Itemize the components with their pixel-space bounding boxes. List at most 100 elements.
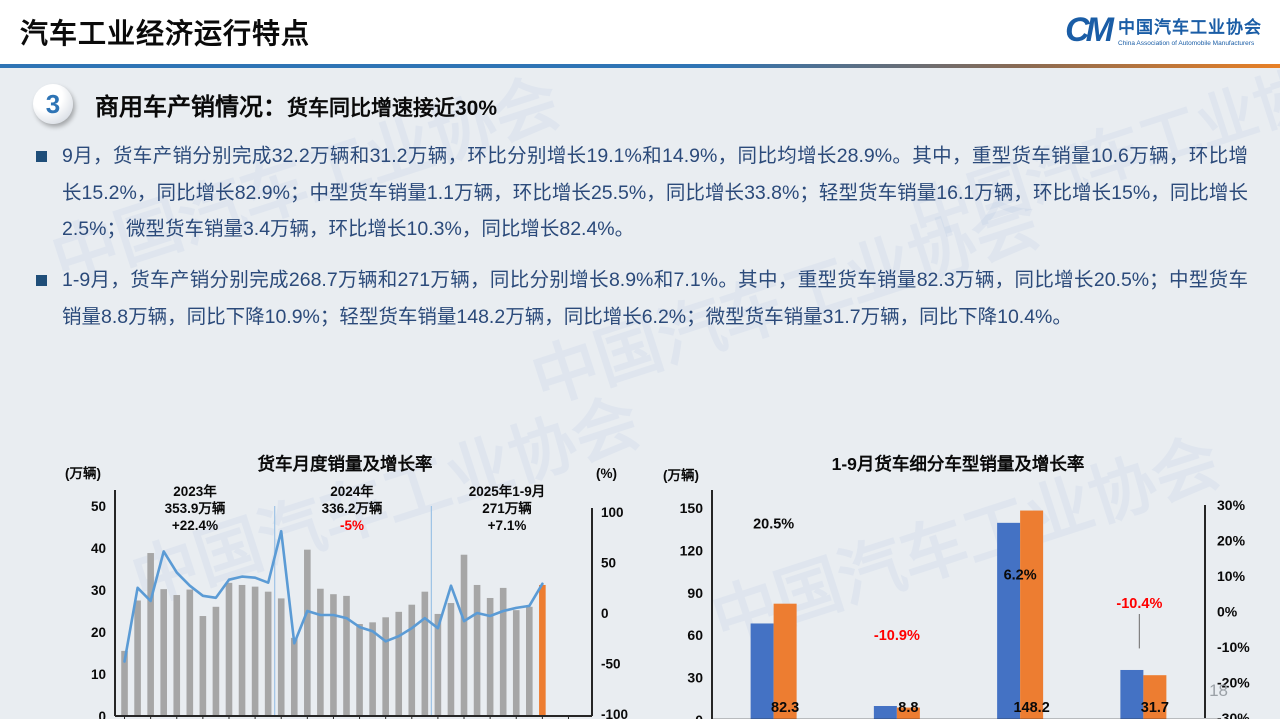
year-annotation: -5% bbox=[340, 518, 364, 533]
year-annotation: 2025年1-9月 bbox=[469, 483, 546, 499]
right-axis-tick: -10% bbox=[1217, 639, 1250, 655]
year-annotation: 353.9万辆 bbox=[165, 500, 226, 516]
logo-name-en: China Association of Automobile Manufact… bbox=[1118, 40, 1255, 47]
left-axis-tick: 150 bbox=[680, 500, 704, 516]
monthly-sales-bar bbox=[173, 595, 181, 716]
caam-logo-text: 中国汽车工业协会 China Association of Automobile… bbox=[1118, 13, 1262, 47]
bullet-square-icon bbox=[36, 274, 47, 286]
slide-content: 中国汽车工业协会 中国汽车工业协会 中国汽车工业协会 中国汽车工业协会 中国汽车… bbox=[0, 40, 1280, 719]
bar-2024 bbox=[997, 522, 1021, 719]
right-axis-tick: 10% bbox=[1217, 568, 1246, 584]
year-annotation: 2023年 bbox=[173, 483, 217, 499]
bullet-text: 1-9月，货车产销分别完成268.7万辆和271万辆，同比分别增长8.9%和7.… bbox=[62, 268, 1248, 328]
bar-2025 bbox=[1143, 675, 1167, 719]
monthly-sales-bar bbox=[356, 624, 363, 716]
right-axis-tick: -50 bbox=[601, 657, 621, 672]
value-label: 82.3 bbox=[771, 700, 799, 716]
monthly-sales-chart-svg: 货车月度销量及增长率 (万辆) (%) 0 10 20 30 40 50 100 50 0 -50 -10… bbox=[65, 454, 628, 719]
left-axis-tick: 90 bbox=[687, 585, 703, 601]
segment-sales-chart: 1-9月货车细分车型销量及增长率(万辆)重型货车82.320.5%中型货车8.8… bbox=[655, 450, 1270, 719]
monthly-sales-bar bbox=[473, 584, 481, 716]
value-label: 31.7 bbox=[1141, 700, 1169, 716]
left-axis-tick: 40 bbox=[91, 541, 106, 556]
monthly-sales-bar bbox=[434, 613, 442, 716]
segment-sales-chart-svg: 1-9月货车细分车型销量及增长率(万辆)重型货车82.320.5%中型货车8.8… bbox=[663, 454, 1250, 719]
monthly-sales-bar bbox=[382, 617, 389, 716]
left-axis-tick: 120 bbox=[680, 542, 704, 558]
section-header: 3 商用车产销情况： 货车同比增速接近30% bbox=[33, 84, 497, 124]
section-number-badge: 3 bbox=[33, 84, 73, 124]
section-subheading: 货车同比增速接近30% bbox=[287, 96, 498, 120]
monthly-sales-bar bbox=[317, 588, 324, 716]
bullet-text: 9月，货车产销分别完成32.2万辆和31.2万辆，环比分别增长19.1%和14.… bbox=[62, 145, 1248, 241]
monthly-sales-bar bbox=[421, 591, 429, 716]
bar-2024 bbox=[750, 623, 774, 719]
left-axis-tick: 10 bbox=[91, 667, 106, 682]
left-axis-unit: (万辆) bbox=[65, 465, 101, 481]
section-heading: 商用车产销情况： 货车同比增速接近30% bbox=[95, 87, 497, 122]
left-axis-tick: 20 bbox=[91, 625, 106, 640]
monthly-sales-bar bbox=[238, 584, 246, 716]
monthly-sales-bar bbox=[212, 606, 220, 716]
right-axis-tick: 0% bbox=[1217, 604, 1238, 620]
left-axis-tick: 50 bbox=[91, 499, 106, 514]
year-annotation: +22.4% bbox=[172, 518, 218, 533]
value-label: 148.2 bbox=[1013, 700, 1049, 716]
monthly-sales-bar bbox=[277, 598, 285, 716]
monthly-sales-bar bbox=[121, 650, 128, 716]
monthly-sales-bar bbox=[251, 586, 259, 716]
right-axis-tick: 20% bbox=[1217, 533, 1246, 549]
left-axis-tick: 30 bbox=[687, 670, 703, 686]
year-annotation: +7.1% bbox=[488, 518, 527, 533]
bar-2024 bbox=[873, 706, 897, 719]
header-divider bbox=[0, 64, 1280, 68]
right-axis-tick: 100 bbox=[601, 505, 624, 520]
growth-label: 6.2% bbox=[1004, 567, 1037, 583]
monthly-sales-bar bbox=[290, 637, 298, 716]
right-axis-tick: 0 bbox=[601, 606, 609, 621]
monthly-sales-bar bbox=[304, 549, 311, 716]
monthly-sales-bar bbox=[225, 582, 233, 716]
caam-logo-icon: CM bbox=[1065, 11, 1114, 49]
year-annotation: 2024年 bbox=[330, 483, 374, 499]
monthly-sales-bar bbox=[499, 587, 507, 716]
monthly-sales-bar bbox=[486, 597, 494, 716]
left-axis-tick: 0 bbox=[98, 709, 106, 719]
left-axis-tick: 60 bbox=[687, 627, 703, 643]
page-number: 18 bbox=[1209, 681, 1228, 700]
growth-label: -10.4% bbox=[1116, 596, 1162, 612]
monthly-sales-bar bbox=[134, 600, 141, 716]
monthly-sales-bar bbox=[199, 616, 207, 716]
logo-name-cn: 中国汽车工业协会 bbox=[1118, 18, 1262, 37]
right-axis-tick: -30% bbox=[1217, 710, 1250, 719]
year-annotation: 271万辆 bbox=[482, 500, 532, 516]
right-axis-tick: -100 bbox=[601, 707, 628, 719]
left-axis-tick: 0 bbox=[695, 712, 703, 719]
slide-header: 汽车工业经济运行特点 CM 中国汽车工业协会 China Association… bbox=[0, 0, 1280, 64]
monthly-sales-bar bbox=[147, 553, 154, 716]
chart-title: 1-9月货车细分车型销量及增长率 bbox=[832, 454, 1085, 474]
bullet-list: 9月，货车产销分别完成32.2万辆和31.2万辆，环比分别增长19.1%和14.… bbox=[36, 138, 1248, 349]
section-heading-main: 商用车产销情况： bbox=[95, 93, 287, 121]
monthly-sales-bar bbox=[343, 595, 350, 716]
monthly-sales-bar bbox=[160, 589, 167, 716]
monthly-sales-bar bbox=[539, 584, 546, 716]
monthly-sales-bar bbox=[526, 606, 533, 716]
right-axis-tick: 50 bbox=[601, 556, 616, 571]
page-title: 汽车工业经济运行特点 bbox=[20, 18, 311, 49]
bar-2025 bbox=[896, 707, 920, 719]
bullet-square-icon bbox=[36, 151, 47, 162]
growth-rate-line bbox=[123, 529, 544, 663]
monthly-sales-bar bbox=[447, 603, 455, 716]
growth-label: -10.9% bbox=[874, 628, 920, 644]
monthly-sales-bar bbox=[395, 611, 403, 716]
monthly-sales-bar bbox=[264, 591, 272, 716]
left-axis-unit: (万辆) bbox=[663, 467, 699, 483]
left-axis-tick: 30 bbox=[91, 583, 106, 598]
chart-title: 货车月度销量及增长率 bbox=[258, 454, 433, 474]
right-axis-tick: -20% bbox=[1217, 675, 1250, 691]
year-annotation: 336.2万辆 bbox=[322, 500, 383, 516]
monthly-sales-bar bbox=[408, 604, 416, 716]
monthly-sales-bar bbox=[460, 554, 468, 716]
